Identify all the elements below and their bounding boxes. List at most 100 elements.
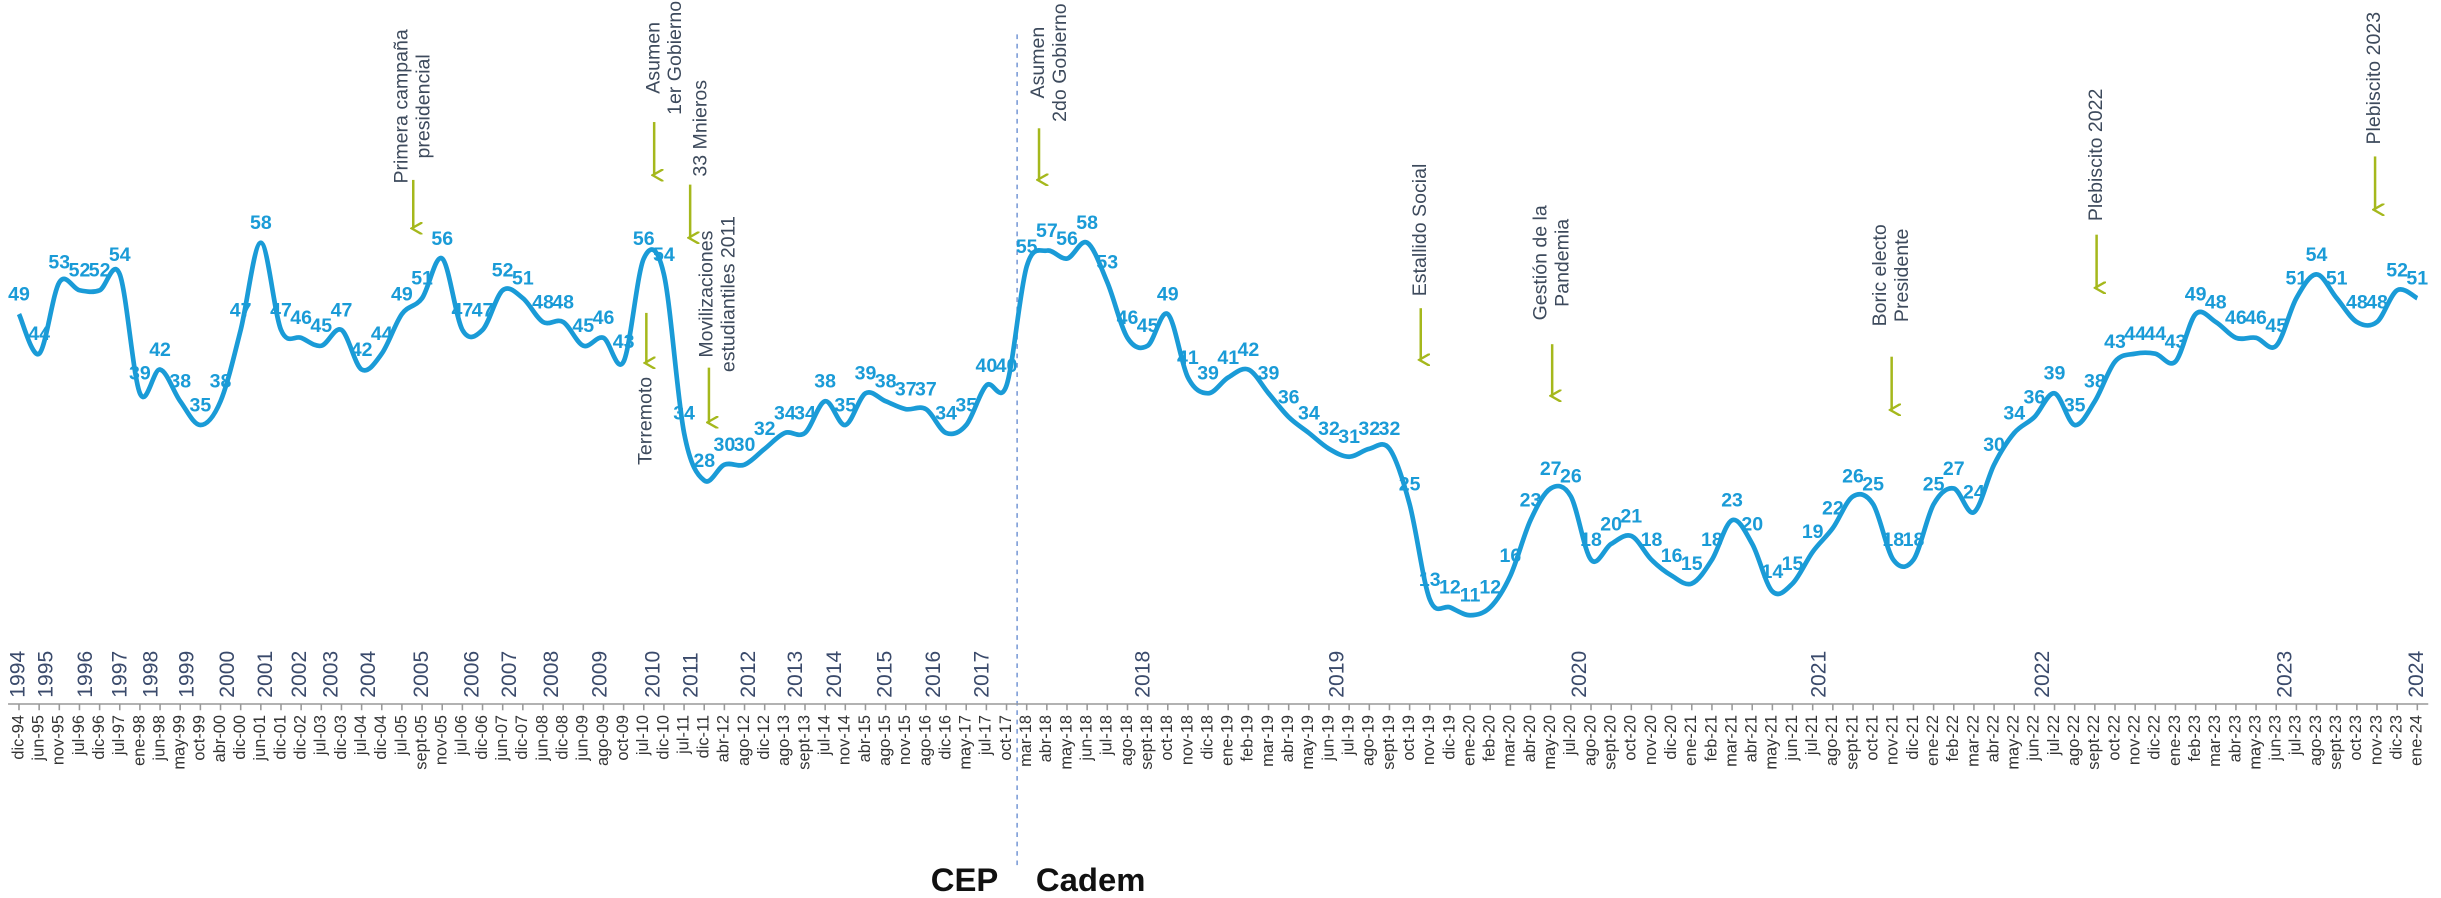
x-tick-label: sept-21: [1843, 715, 1861, 770]
year-label: 2005: [410, 651, 433, 698]
x-tick-label: jul-19: [1339, 715, 1357, 756]
annotation: Boric electo: [1869, 224, 1891, 326]
data-label: 35: [955, 394, 977, 416]
x-tick-label: dic-03: [332, 715, 350, 760]
data-label: 40: [976, 355, 998, 377]
x-tick-label: mar-20: [1501, 715, 1519, 767]
data-label: 51: [2326, 268, 2348, 290]
x-tick-label: dic-04: [372, 715, 390, 760]
x-tick-label: dic-21: [1904, 715, 1922, 760]
x-tick-label: dic-20: [1662, 715, 1680, 760]
data-label: 43: [2104, 331, 2126, 353]
x-tick-label: jul-14: [815, 715, 833, 756]
x-tick-label: dic-94: [9, 715, 27, 760]
data-label: 39: [129, 363, 151, 385]
year-label: 2008: [540, 651, 563, 698]
data-label: 16: [1661, 545, 1683, 567]
x-tick-label: ene-23: [2166, 715, 2184, 766]
x-tick-label: may-23: [2246, 715, 2264, 770]
data-label: 42: [1238, 339, 1260, 361]
annotation: Presidente: [1891, 229, 1913, 322]
data-label: 27: [1943, 458, 1965, 480]
annotation: 2do Gobierno: [1049, 3, 1071, 122]
year-label: 2003: [319, 651, 342, 698]
data-label: 46: [2225, 307, 2247, 329]
x-tick-label: nov-05: [433, 715, 451, 765]
year-label: 1996: [74, 651, 97, 698]
year-label: 2000: [216, 651, 239, 698]
x-tick-label: mar-18: [1017, 715, 1035, 767]
data-label: 49: [1157, 283, 1179, 305]
x-tick-label: jul-04: [352, 715, 370, 756]
x-tick-label: ago-20: [1581, 715, 1599, 766]
data-label: 42: [149, 339, 171, 361]
x-tick-label: jun-07: [493, 715, 511, 762]
x-tick-label: abr-20: [1521, 715, 1539, 762]
x-tick-label: ago-21: [1823, 715, 1841, 766]
data-label: 38: [2084, 371, 2106, 393]
data-label: 24: [1963, 482, 1985, 504]
x-tick-label: oct-09: [614, 715, 632, 761]
data-label: 23: [1520, 490, 1542, 512]
x-tick-label: mar-23: [2206, 715, 2224, 767]
data-label: 26: [1560, 466, 1582, 488]
data-label: 30: [734, 434, 756, 456]
data-label: 34: [2003, 402, 2025, 424]
x-tick-label: ene-22: [1924, 715, 1942, 766]
data-label: 27: [1540, 458, 1562, 480]
data-label: 38: [210, 371, 232, 393]
data-label: 40: [996, 355, 1018, 377]
x-tick-label: nov-18: [1178, 715, 1196, 765]
year-label: 2023: [2273, 651, 2296, 698]
x-tick-label: oct-99: [191, 715, 209, 761]
x-tick-label: ene-21: [1682, 715, 1700, 766]
data-label: 45: [310, 315, 332, 337]
data-label: 37: [915, 379, 937, 401]
year-label: 2001: [254, 651, 277, 698]
data-label: 35: [834, 394, 856, 416]
year-label: 1995: [35, 651, 58, 698]
x-tick-label: jul-03: [312, 715, 330, 756]
annotation: Asumen: [642, 22, 664, 94]
data-label: 42: [351, 339, 373, 361]
x-tick-label: jul-23: [2287, 715, 2305, 756]
data-label: 47: [230, 299, 252, 321]
data-label: 52: [89, 260, 111, 282]
data-label: 20: [1600, 513, 1622, 535]
data-label: 34: [1298, 402, 1320, 424]
year-label: 2007: [498, 651, 521, 698]
x-tick-label: feb-23: [2186, 715, 2204, 762]
x-tick-label: jun-01: [251, 715, 269, 762]
data-label: 44: [371, 323, 393, 345]
x-tick-label: abr-00: [211, 715, 229, 762]
x-tick-label: nov-23: [2367, 715, 2385, 765]
year-label: 2013: [784, 651, 807, 698]
annotation: Plebiscito 2023: [2363, 12, 2385, 145]
x-tick-label: ene-19: [1219, 715, 1237, 766]
data-label: 38: [169, 371, 191, 393]
x-tick-label: oct-19: [1400, 715, 1418, 761]
x-tick-label: may-21: [1763, 715, 1781, 770]
x-tick-label: dic-01: [271, 715, 289, 760]
data-label: 31: [1338, 426, 1360, 448]
x-tick-label: nov-22: [2126, 715, 2144, 765]
year-label: 2016: [922, 651, 945, 698]
data-label: 51: [411, 268, 433, 290]
x-tick-label: sept-19: [1380, 715, 1398, 770]
x-tick-label: feb-22: [1944, 715, 1962, 762]
annotation: 1er Gobierno: [664, 1, 686, 115]
data-label: 46: [290, 307, 312, 329]
annotation: 33 Mnieros: [689, 80, 711, 177]
x-tick-label: ago-23: [2307, 715, 2325, 766]
data-label: 47: [452, 299, 474, 321]
data-label: 12: [1439, 577, 1461, 599]
annotation: Estallido Social: [1409, 164, 1431, 297]
annotation: Gestión de la: [1529, 205, 1551, 320]
data-label: 49: [391, 283, 413, 305]
data-label: 20: [1741, 513, 1763, 535]
data-label: 44: [2124, 323, 2146, 345]
data-label: 44: [2144, 323, 2166, 345]
x-tick-label: sept-18: [1138, 715, 1156, 770]
year-label: 1994: [7, 651, 30, 698]
x-tick-label: may-18: [1057, 715, 1075, 770]
